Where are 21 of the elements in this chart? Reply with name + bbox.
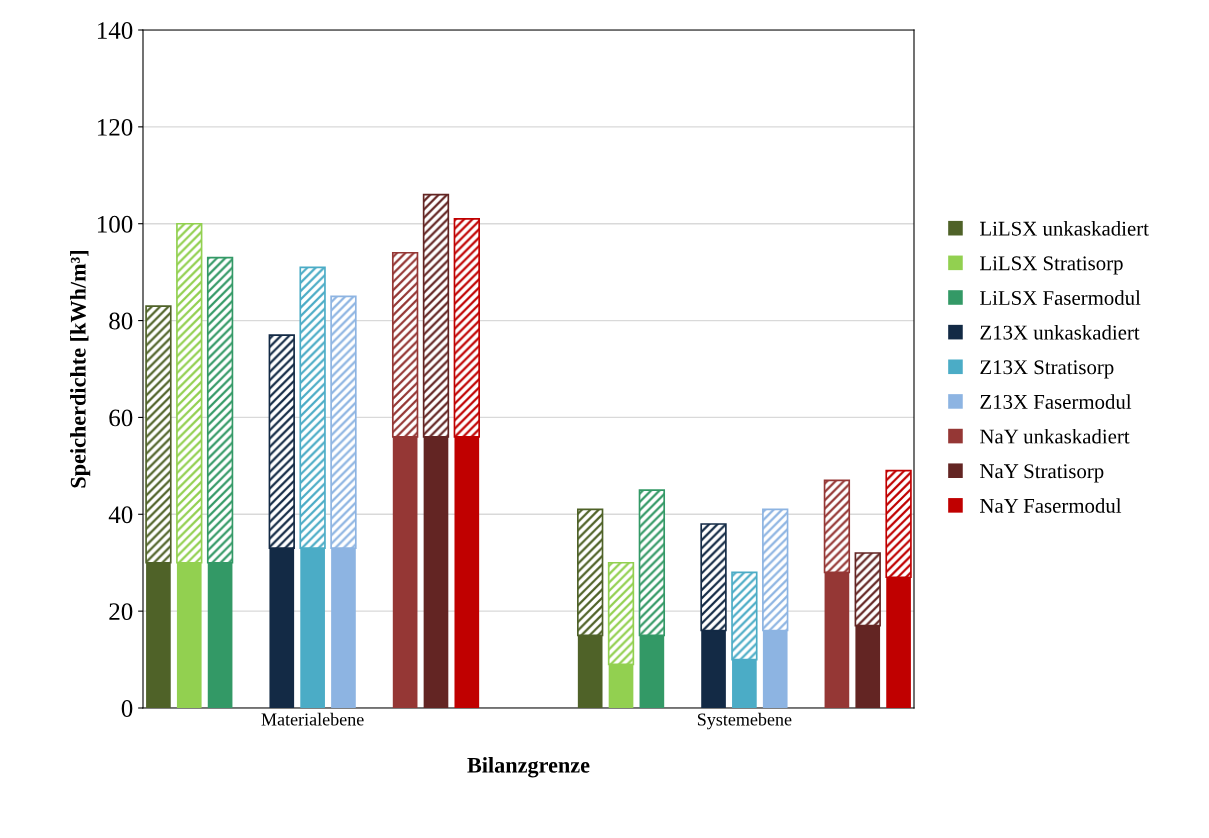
x-tick-label: Systemebene (697, 712, 792, 730)
y-tick-label: 140 (97, 22, 133, 39)
legend-label: NaY Fasermodul (980, 498, 1122, 513)
legend-label: LiLSX Stratisorp (980, 256, 1123, 275)
y-tick-label: 120 (97, 118, 133, 136)
legend-label: Z13X unkaskadiert (980, 324, 1140, 340)
y-tick-label: 100 (97, 215, 133, 233)
x-axis-title: Bilanzgrenze (467, 757, 590, 778)
legend-label: LiLSX unkaskadiert (980, 221, 1149, 236)
x-tick-label: Materialebene (261, 712, 364, 726)
legend-label: Z13X Stratisorp (980, 360, 1114, 379)
legend-label: Z13X Fasermodul (980, 394, 1132, 409)
y-tick-label: 20 (109, 603, 133, 621)
y-tick-label: 80 (109, 312, 133, 330)
legend-label: NaY unkaskadiert (980, 428, 1130, 444)
legend-label: NaY Stratisorp (980, 464, 1104, 483)
y-tick-label: 60 (109, 409, 133, 427)
y-tick-label: 0 (121, 700, 133, 717)
legend-label: LiLSX Fasermodul (980, 290, 1141, 305)
y-tick-label: 40 (108, 506, 133, 524)
y-axis-title: Speicherdichte [kWh/m³] (70, 250, 91, 488)
